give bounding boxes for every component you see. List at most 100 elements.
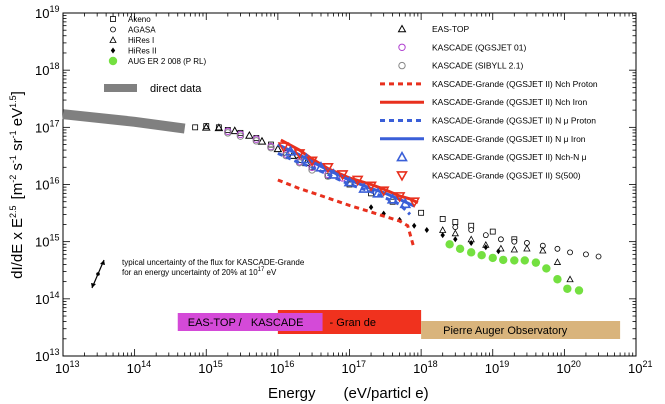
uncertainty-note-line2: for an energy uncertainty of 20% at 1017… <box>122 267 277 277</box>
x-axis-label-main: Energy <box>268 385 316 402</box>
y-tick-label: 1017 <box>35 118 59 135</box>
uncertainty-indicator: typical uncertainty of the flux for KASC… <box>91 258 305 289</box>
point-kascade-grande-nch-nmu <box>399 197 412 209</box>
point-hires-i <box>439 226 447 233</box>
point-eas-top <box>245 130 254 139</box>
y-axis-label-u1: -2 <box>8 175 18 183</box>
point-kascade-grande-s-500- <box>351 175 364 187</box>
point-hires-ii <box>411 222 417 229</box>
point-kascade-grande-s-500- <box>293 149 306 160</box>
point-aug-er-2008-prl- <box>531 258 541 267</box>
x-tick-label: 1019 <box>485 359 509 376</box>
point-hires-ii <box>468 239 474 246</box>
point-agasa <box>468 227 475 233</box>
y-axis-label-s: s <box>9 163 26 175</box>
point-hires-ii <box>483 244 489 251</box>
axis-ticks <box>62 13 636 357</box>
point-hires-i <box>553 258 562 265</box>
legend-left-hires-i-swatch <box>109 36 117 43</box>
y-tick-label: 1013 <box>35 347 59 364</box>
legend-right-kascade-grande-qgsjet-ii-s-500--swatch <box>396 171 408 182</box>
band-kascade <box>277 313 323 331</box>
point-kascade-grande-s-500- <box>377 186 390 197</box>
point-kascade-grande-nch-nmu <box>284 145 297 156</box>
point-hires-i <box>539 246 547 254</box>
x-axis-label: Energy (eV/particl e) <box>268 385 429 402</box>
point-hires-ii <box>440 232 445 239</box>
x-tick-label: 1014 <box>127 359 151 376</box>
y-tick-label: 1019 <box>35 4 59 21</box>
y-axis-label-u4: 1.5 <box>8 95 18 108</box>
legend-right: EAS-TOP KASCADE (QGSJET 01) KASCADE (SIBYL… <box>380 24 598 182</box>
point-kascade-grande-nch-nmu <box>315 161 327 172</box>
legend-left-agasa-swatch <box>110 26 116 33</box>
y-axis-label-ev: eV <box>9 108 26 131</box>
point-agasa <box>498 236 504 243</box>
legend-left-aug-er-2-008-p-rl--swatch <box>108 56 118 66</box>
point-aug-er-2008-prl- <box>542 264 551 273</box>
legend-left-hires-ii-swatch <box>110 47 116 54</box>
legend-right-kascade-grande-qgsjet-ii-nch-n-: KASCADE-Grande (QGSJET II) Nch-N μ <box>432 152 587 162</box>
legend-left-aug-er-2-008-p-rl-: AUG ER 2 008 (P RL) <box>128 57 206 66</box>
point-aug-er-2008-prl- <box>574 286 584 295</box>
legend-left-hires-i: HiRes I <box>128 36 154 45</box>
point-kascade-grande-nch-nmu <box>343 176 356 187</box>
uncertainty-note-line2-text: for an energy uncertainty of 20% at 10 <box>122 268 258 277</box>
point-kascade-sibyll-2-1- <box>267 144 275 152</box>
point-agasa <box>567 249 573 256</box>
point-eas-top <box>214 123 224 132</box>
point-hires-ii <box>453 236 458 243</box>
legend-right-kascade-sibyll-2-1-: KASCADE (SIBYLL 2.1) <box>432 61 524 71</box>
y-axis-label-unit: [m <box>9 183 26 200</box>
band-eas-top-label: EAS-TOP / <box>188 317 243 329</box>
uncertainty-note-unit: eV <box>264 268 277 277</box>
point-hires-ii <box>368 204 374 211</box>
x-tick-label: 1020 <box>556 359 580 376</box>
y-axis-label-main: dI/dE x E <box>9 218 26 279</box>
legend-right-eas-top: EAS-TOP <box>432 24 469 34</box>
legend-right-kascade-grande-qgsjet-ii-nch-n--swatch <box>396 150 408 162</box>
point-agasa <box>511 238 518 245</box>
series-direct-data <box>62 109 186 134</box>
point-aug-er-2008-prl- <box>553 275 562 284</box>
band-grande-label: - Gran de <box>330 317 376 329</box>
point-akeno <box>439 216 446 222</box>
point-kascade-sibyll-2-1- <box>236 132 245 140</box>
band-auger <box>421 321 621 339</box>
uncertainty-note-exp: 17 <box>258 267 265 273</box>
point-akeno <box>418 209 425 216</box>
data-series <box>62 109 602 295</box>
x-tick-label: 1013 <box>55 359 79 376</box>
legend-right-kascade-grande-qgsjet-ii-n-iron: KASCADE-Grande (QGSJET II) N μ Iron <box>432 134 586 144</box>
legend-right-kascade-grande-qgsjet-ii-s-500-: KASCADE-Grande (QGSJET II) S(500) <box>432 170 581 180</box>
uncertainty-arrow-head-top <box>100 260 105 265</box>
point-eas-top <box>257 136 267 145</box>
uncertainty-arrow-head-bottom <box>91 283 96 288</box>
legend-left-hires-ii: HiRes II <box>128 47 156 56</box>
y-tick-label: 1014 <box>35 290 59 307</box>
point-agasa <box>452 224 459 230</box>
uncertainty-note-line1: typical uncertainty of the flux for KASC… <box>122 258 305 267</box>
point-aug-er-2008-prl- <box>510 256 519 265</box>
point-hires-i <box>451 229 459 237</box>
point-kascade-grande-nch-nmu <box>372 187 384 198</box>
point-kascade-grande-s-500- <box>336 170 349 181</box>
y-axis-label-u3: -1 <box>8 130 18 138</box>
experiment-bands: EAS-TOP / KASCADE - Gran de Pierre Auger Ob… <box>177 310 621 339</box>
y-axis-label: dI/dE x E2.5[m-2 s-1 sr-1 eV1.5] <box>8 91 26 279</box>
y-tick-label: 1016 <box>35 176 59 193</box>
legend-left-direct-data: direct data <box>150 83 202 95</box>
legend-right-kascade-grande-qgsjet-ii-nch-iron: KASCADE-Grande (QGSJET II) Nch Iron <box>432 97 588 107</box>
point-aug-er-2008-prl- <box>563 284 572 293</box>
point-kascade-grande-nch-nmu <box>358 182 370 193</box>
point-agasa <box>554 245 561 252</box>
point-akeno <box>489 228 496 235</box>
legend-left-akeno-swatch <box>110 16 116 22</box>
y-tick-label: 1015 <box>35 233 59 250</box>
x-tick-label: 1018 <box>413 359 437 376</box>
point-kascade-sibyll-2-1- <box>252 137 261 145</box>
point-kascade-grande-nch-nmu <box>386 193 399 204</box>
y-axis-label-sr: sr <box>9 138 26 155</box>
point-akeno <box>452 219 459 225</box>
